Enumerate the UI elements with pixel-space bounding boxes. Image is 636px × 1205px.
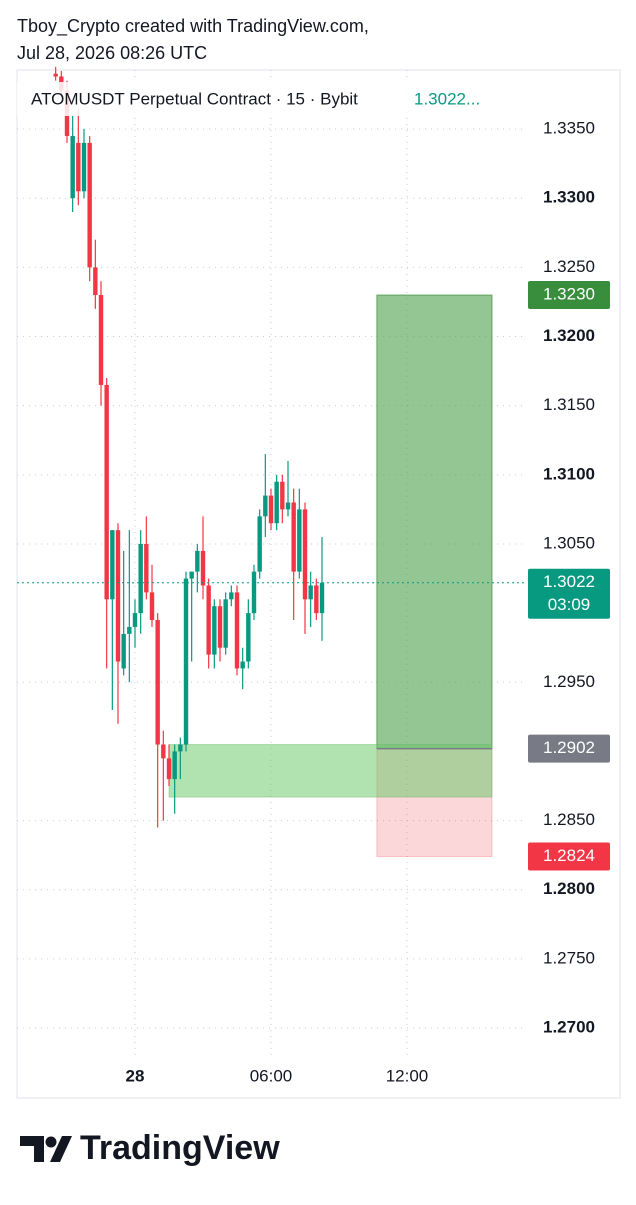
y-tick-label: 1.3350	[543, 119, 595, 138]
candle-body	[144, 543, 149, 593]
x-tick-label: 12:00	[386, 1066, 429, 1085]
candle-body	[217, 606, 223, 648]
y-tick-label: 1.3300	[543, 188, 595, 207]
price-badge-label: 1.2902	[543, 738, 595, 757]
candle-body	[314, 585, 319, 614]
y-tick-label: 1.2850	[543, 810, 595, 829]
candle-body	[70, 135, 75, 199]
candle-body	[87, 142, 92, 268]
candle-body	[251, 571, 257, 614]
candle-body	[274, 481, 279, 524]
y-tick-label: 1.3150	[543, 395, 595, 414]
candle-body	[178, 744, 183, 752]
x-tick-label: 28	[126, 1066, 145, 1085]
y-tick-label: 1.2750	[543, 948, 595, 967]
price-badge	[528, 568, 610, 619]
candle-body	[319, 582, 325, 614]
candle-body	[200, 550, 206, 586]
candle-body	[121, 633, 126, 669]
candle-body	[172, 751, 177, 780]
price-badge	[528, 842, 610, 871]
legend-price: 1.3022...	[414, 89, 480, 108]
candle-body	[76, 142, 81, 192]
y-tick-label: 1.2700	[543, 1018, 595, 1037]
y-tick-label: 1.3200	[543, 326, 595, 345]
candle-body	[285, 502, 291, 510]
price-badge-label: 1.2824	[543, 846, 595, 865]
candle-body	[291, 502, 296, 572]
candle-body	[161, 744, 166, 759]
candle-body	[206, 585, 211, 655]
y-tick-label: 1.3050	[543, 533, 595, 552]
candle-body	[189, 571, 194, 579]
candle-body	[115, 530, 121, 662]
candle-body	[302, 509, 308, 600]
candle-body	[268, 495, 274, 524]
candle-body	[110, 530, 115, 600]
candle-body	[240, 661, 245, 669]
header-line: Tboy_Crypto created with TradingView.com…	[17, 16, 369, 37]
candle-body	[104, 384, 109, 600]
chart-frame	[16, 69, 621, 1099]
candle-body	[155, 620, 160, 745]
candle-body	[280, 481, 285, 510]
price-badge-label: 1.3230	[543, 285, 595, 304]
candle-body	[297, 509, 302, 572]
plot	[17, 66, 527, 1060]
target-area	[376, 294, 493, 750]
candle-body	[234, 592, 240, 669]
candle-body	[263, 495, 268, 517]
candle-body	[308, 585, 313, 600]
candle-body	[212, 606, 217, 655]
price-badge	[528, 281, 610, 310]
candle-body	[98, 295, 104, 385]
logo	[20, 1136, 72, 1162]
candle-body	[138, 543, 143, 614]
candle-body	[132, 613, 138, 627]
zone	[168, 744, 493, 798]
x-tick-label: 06:00	[250, 1066, 293, 1085]
y-tick-label: 1.3250	[543, 257, 595, 276]
candle-body	[81, 142, 87, 192]
candle-body	[93, 267, 98, 296]
candle-body	[223, 599, 228, 648]
countdown: 03:09	[548, 595, 591, 614]
legend-symbol: ATOMUSDT Perpetual Contract · 15 · Bybit	[31, 89, 358, 108]
candle-body	[183, 578, 189, 745]
header-line: Jul 28, 2026 08:26 UTC	[17, 43, 207, 63]
candle-body	[53, 73, 58, 77]
candle-body	[257, 516, 262, 572]
candle-body	[195, 550, 200, 572]
candle-body	[127, 626, 132, 634]
brand: TradingView	[80, 1129, 280, 1167]
candle-body	[246, 613, 251, 662]
legend-bg	[17, 82, 507, 116]
price-badge	[528, 734, 610, 763]
price-badge-label: 1.3022	[543, 572, 595, 591]
candle-body	[229, 592, 234, 600]
candle-body	[166, 758, 172, 780]
y-tick-label: 1.2800	[543, 879, 595, 898]
candle-body	[149, 592, 155, 621]
y-tick-label: 1.3100	[543, 464, 595, 483]
y-tick-label: 1.2950	[543, 672, 595, 691]
